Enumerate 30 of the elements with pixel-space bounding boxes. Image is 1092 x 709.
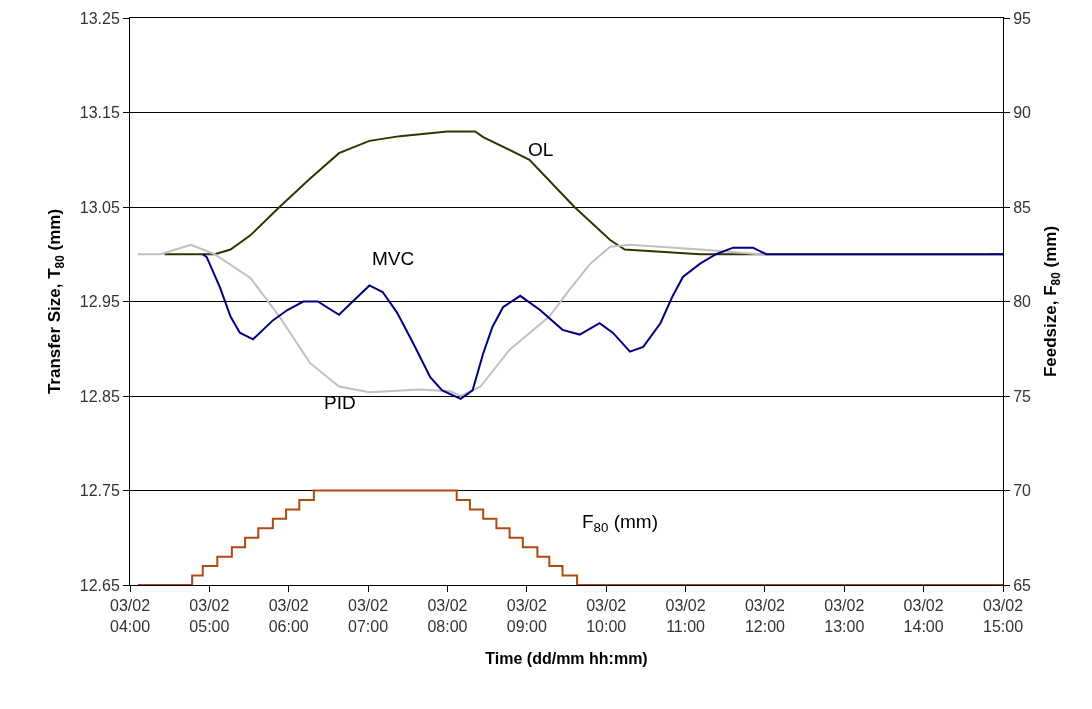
y2-tick-label: 80	[1013, 293, 1032, 311]
x-tick-label: 03/02 08:00	[427, 597, 468, 635]
x-tick-label: 03/02 06:00	[268, 597, 309, 635]
y-tick-label: 13.15	[79, 104, 120, 122]
y2-tick-label: 90	[1013, 104, 1032, 122]
y-tick-label: 12.75	[79, 482, 120, 500]
y-tick-label: 12.85	[79, 387, 120, 405]
x-axis-title: Time (dd/mm hh:mm)	[485, 649, 648, 667]
y-tick-label: 12.95	[79, 293, 120, 311]
y2-tick-label: 70	[1013, 482, 1032, 500]
x-tick-label: 03/02 10:00	[586, 597, 627, 635]
y2-tick-label: 75	[1013, 387, 1032, 405]
x-tick-label: 03/02 12:00	[744, 597, 786, 635]
y2-tick-label: 65	[1013, 576, 1032, 594]
series-label: OL	[528, 139, 554, 160]
y2-tick-label: 95	[1013, 9, 1032, 27]
x-tick-label: 03/02 15:00	[982, 597, 1024, 635]
y2-tick-label: 85	[1013, 198, 1032, 216]
x-tick-label: 03/02 14:00	[903, 597, 944, 635]
y-tick-label: 13.05	[79, 198, 120, 216]
y-tick-label: 12.65	[79, 576, 120, 594]
y-tick-label: 13.25	[79, 9, 120, 27]
x-tick-label: 03/02 04:00	[109, 597, 151, 635]
x-tick-label: 03/02 07:00	[348, 597, 389, 635]
series-label: F$_{80}$ (mm)	[582, 511, 658, 535]
x-tick-label: 03/02 11:00	[665, 597, 706, 635]
series-label: MVC	[372, 248, 415, 269]
x-tick-label: 03/02 09:00	[506, 597, 547, 635]
x-tick-label: 03/02 05:00	[189, 597, 230, 635]
x-tick-label: 03/02 13:00	[824, 597, 865, 635]
